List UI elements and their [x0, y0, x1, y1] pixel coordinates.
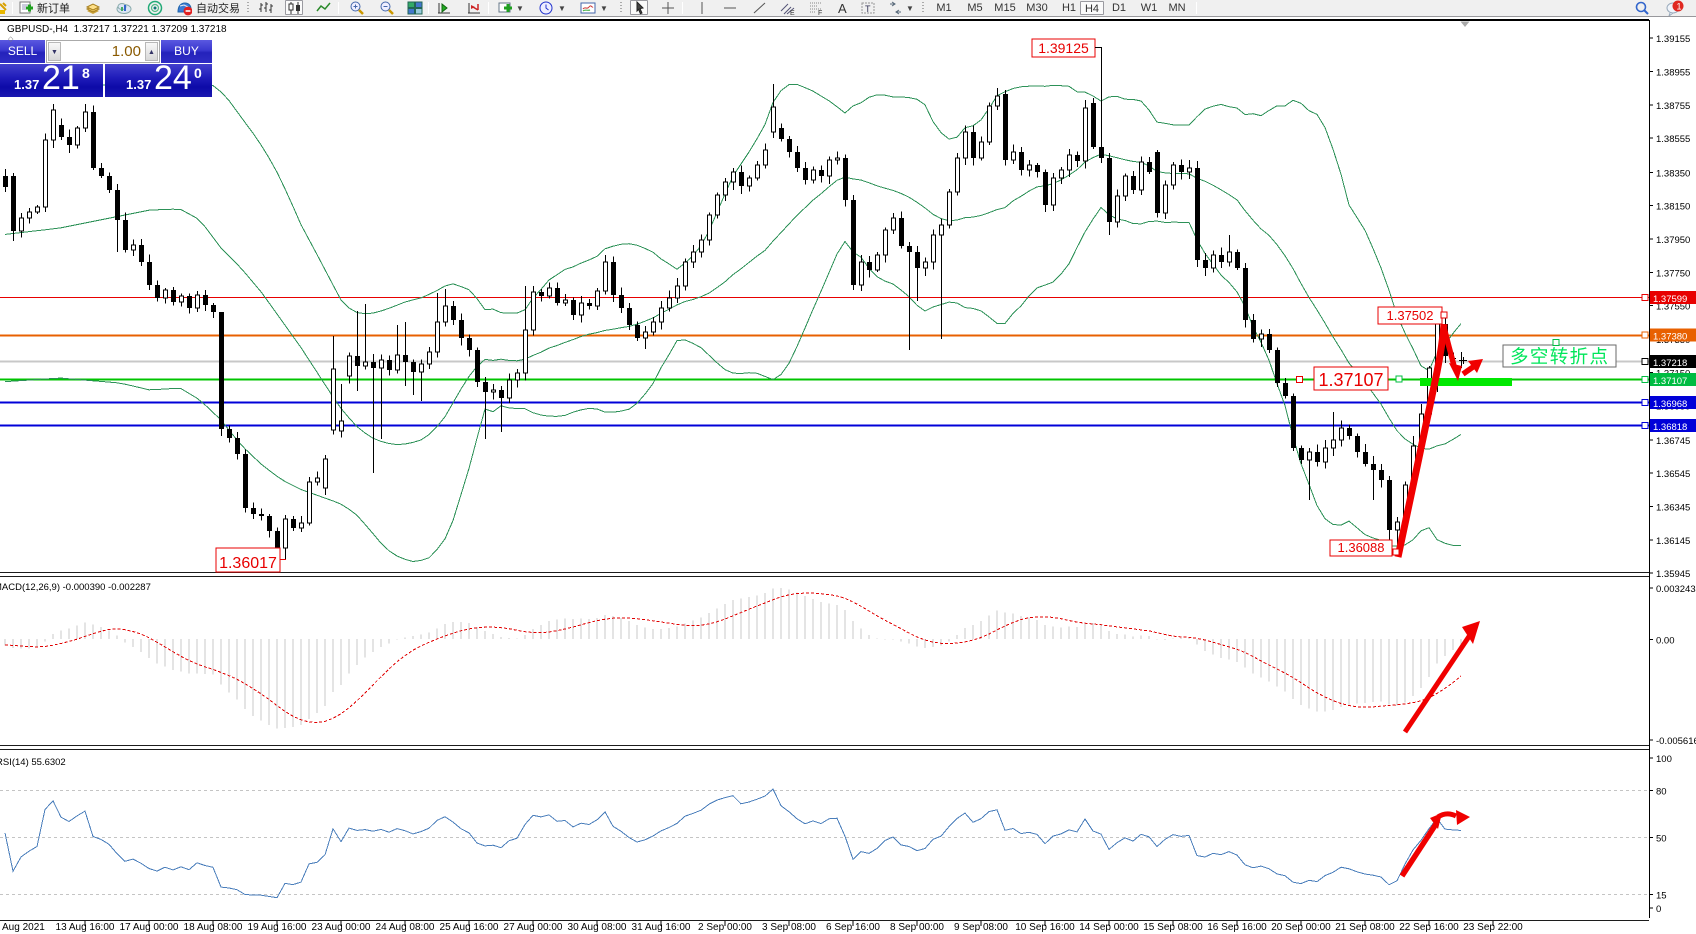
- svg-text:16 Sep 16:00: 16 Sep 16:00: [1207, 922, 1267, 933]
- svg-text:31 Aug 16:00: 31 Aug 16:00: [632, 922, 691, 933]
- svg-text:1.37599: 1.37599: [1653, 294, 1687, 305]
- svg-text:1.36745: 1.36745: [1656, 436, 1690, 447]
- svg-text:1.37380: 1.37380: [1653, 332, 1687, 343]
- svg-text:23 Sep 22:00: 23 Sep 22:00: [1463, 922, 1523, 933]
- svg-text:1.38755: 1.38755: [1656, 101, 1690, 112]
- svg-text:1.37550: 1.37550: [1656, 302, 1690, 313]
- svg-text:RSI(14) 55.6302: RSI(14) 55.6302: [0, 757, 66, 768]
- svg-text:0.003243: 0.003243: [1656, 584, 1696, 595]
- svg-text:1.36545: 1.36545: [1656, 469, 1690, 480]
- svg-text:1.36818: 1.36818: [1653, 422, 1687, 433]
- svg-text:1.37750: 1.37750: [1656, 268, 1690, 279]
- svg-text:1.36345: 1.36345: [1656, 503, 1690, 514]
- svg-text:1.37950: 1.37950: [1656, 235, 1690, 246]
- svg-text:F: F: [818, 10, 822, 16]
- svg-text:27 Aug 00:00: 27 Aug 00:00: [504, 922, 563, 933]
- svg-text:22 Sep 16:00: 22 Sep 16:00: [1399, 922, 1459, 933]
- svg-text:1.38555: 1.38555: [1656, 134, 1690, 145]
- svg-text:1.35945: 1.35945: [1656, 569, 1690, 580]
- svg-text:1.36088: 1.36088: [1338, 540, 1385, 555]
- svg-text:8 Sep 00:00: 8 Sep 00:00: [890, 922, 944, 933]
- svg-text:2 Sep 00:00: 2 Sep 00:00: [698, 922, 752, 933]
- svg-text:18 Aug 08:00: 18 Aug 08:00: [184, 922, 243, 933]
- svg-text:10 Sep 16:00: 10 Sep 16:00: [1015, 922, 1075, 933]
- svg-text:17 Aug 00:00: 17 Aug 00:00: [120, 922, 179, 933]
- svg-text:15 Sep 08:00: 15 Sep 08:00: [1143, 922, 1203, 933]
- svg-text:1.37218: 1.37218: [1653, 358, 1687, 369]
- svg-text:-0.005616: -0.005616: [1656, 736, 1696, 747]
- svg-text:1.38350: 1.38350: [1656, 168, 1690, 179]
- svg-text:3 Sep 08:00: 3 Sep 08:00: [762, 922, 816, 933]
- svg-text:1.38955: 1.38955: [1656, 68, 1690, 79]
- svg-text:24 Aug 08:00: 24 Aug 08:00: [376, 922, 435, 933]
- svg-text:0.00: 0.00: [1656, 636, 1675, 647]
- svg-text:1.39125: 1.39125: [1038, 40, 1089, 56]
- svg-text:25 Aug 16:00: 25 Aug 16:00: [440, 922, 499, 933]
- svg-text:21 Sep 08:00: 21 Sep 08:00: [1335, 922, 1395, 933]
- svg-text:1: 1: [1677, 2, 1682, 12]
- svg-text:1.39155: 1.39155: [1656, 34, 1690, 45]
- svg-text:1.37107: 1.37107: [1318, 370, 1383, 390]
- svg-text:1.37502: 1.37502: [1387, 308, 1434, 323]
- svg-text:T: T: [865, 4, 871, 14]
- svg-text:14 Sep 00:00: 14 Sep 00:00: [1079, 922, 1139, 933]
- svg-text:23 Aug 00:00: 23 Aug 00:00: [312, 922, 371, 933]
- svg-text:多空转折点: 多空转折点: [1510, 346, 1608, 367]
- svg-text:Aug 2021: Aug 2021: [2, 922, 45, 933]
- svg-text:100: 100: [1656, 754, 1672, 765]
- svg-text:1.36017: 1.36017: [219, 555, 277, 572]
- svg-text:30 Aug 08:00: 30 Aug 08:00: [568, 922, 627, 933]
- svg-text:15: 15: [1656, 891, 1667, 902]
- svg-text:6 Sep 16:00: 6 Sep 16:00: [826, 922, 880, 933]
- svg-text:13 Aug 16:00: 13 Aug 16:00: [56, 922, 115, 933]
- svg-text:50: 50: [1656, 834, 1667, 845]
- svg-text:80: 80: [1656, 787, 1667, 798]
- svg-text:1.36145: 1.36145: [1656, 536, 1690, 547]
- svg-text:0: 0: [1656, 904, 1661, 915]
- svg-text:19 Aug 16:00: 19 Aug 16:00: [248, 922, 307, 933]
- svg-text:MACD(12,26,9) -0.000390 -0.002: MACD(12,26,9) -0.000390 -0.002287: [0, 582, 151, 593]
- svg-text:1.37107: 1.37107: [1653, 376, 1687, 387]
- svg-text:20 Sep 00:00: 20 Sep 00:00: [1271, 922, 1331, 933]
- svg-text:E: E: [790, 10, 795, 16]
- svg-text:1.36968: 1.36968: [1653, 399, 1687, 410]
- svg-text:1.38150: 1.38150: [1656, 202, 1690, 213]
- svg-text:9 Sep 08:00: 9 Sep 08:00: [954, 922, 1008, 933]
